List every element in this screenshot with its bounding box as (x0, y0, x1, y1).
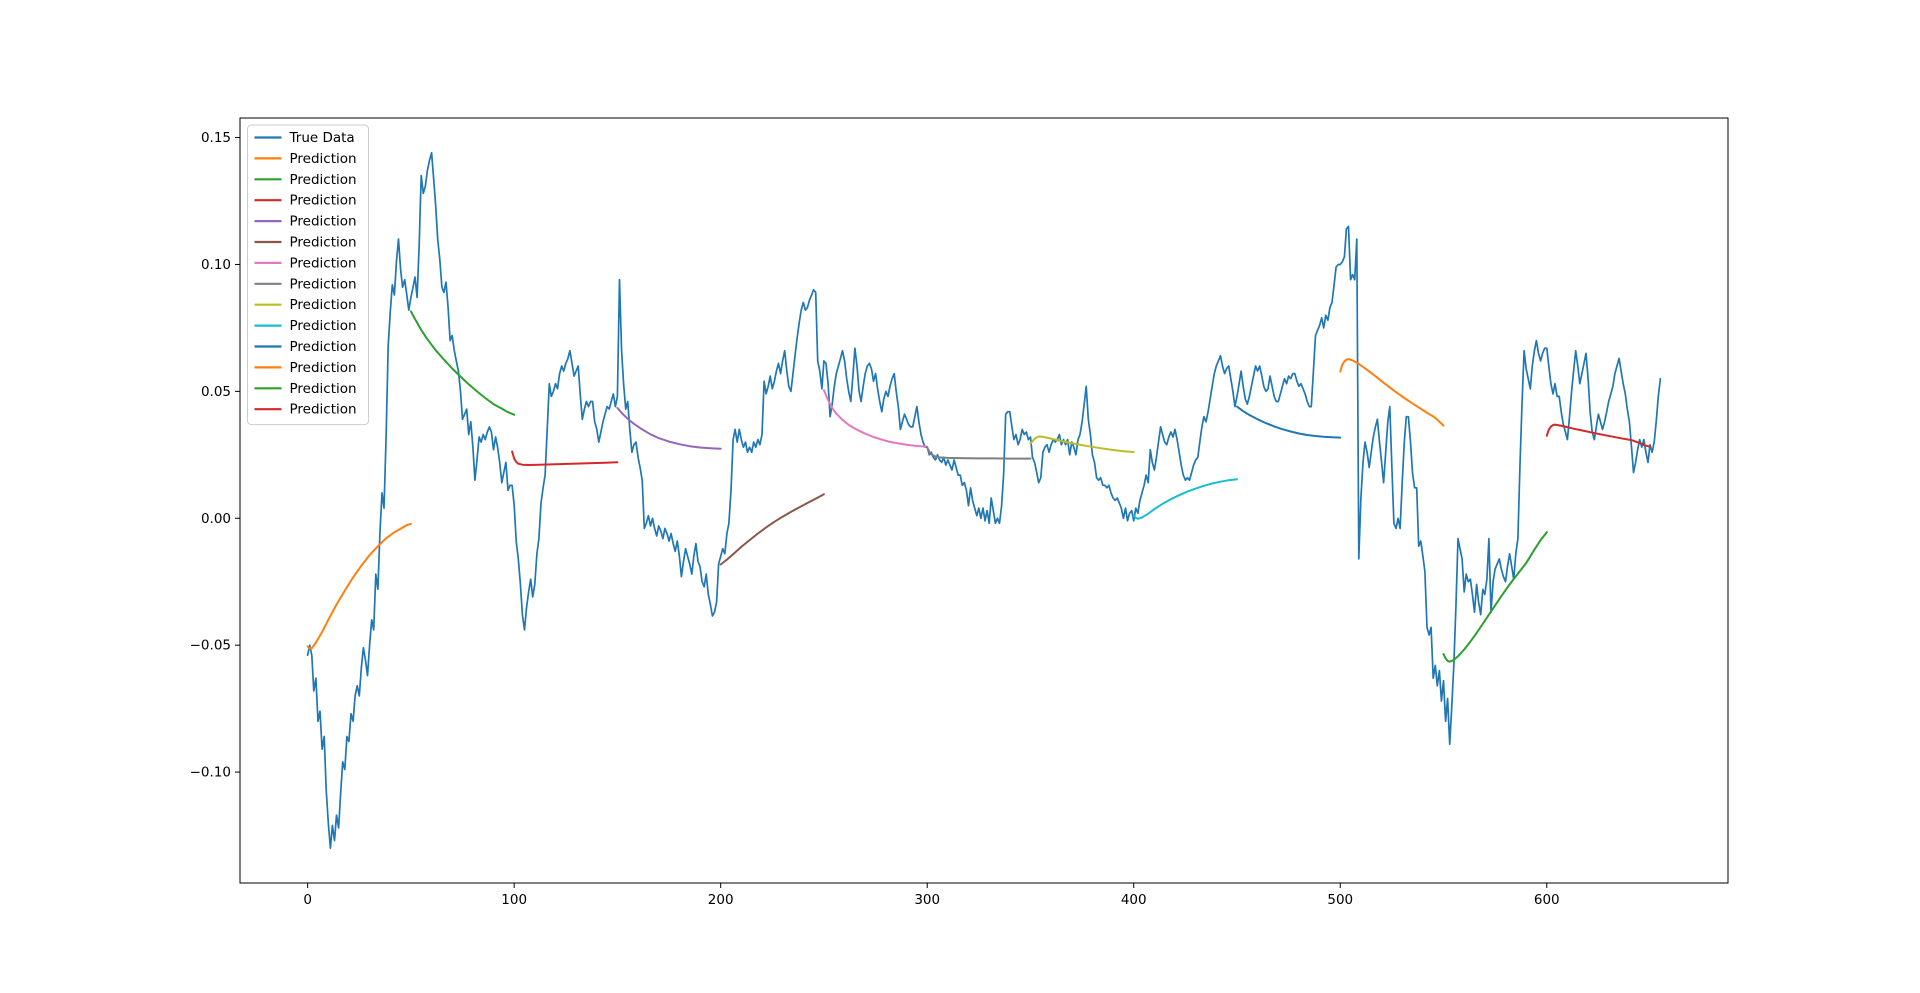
series-lines (306, 151, 1662, 850)
legend-entry: Prediction (254, 255, 357, 271)
legend-label: True Data (289, 130, 355, 146)
legend-label: Prediction (290, 360, 357, 376)
legend-entry: Prediction (254, 214, 357, 230)
legend-label: Prediction (290, 402, 357, 418)
legend-entry: Prediction (254, 151, 357, 167)
series-prediction-13 (1545, 423, 1651, 448)
y-axis-ticks: −0.10 −0.05 0.00 0.05 0.10 0.15 (190, 130, 240, 781)
series-prediction-9 (1132, 478, 1238, 520)
legend-label: Prediction (290, 339, 357, 355)
legend-entry: Prediction (254, 318, 357, 334)
series-prediction-4 (616, 406, 722, 450)
plot-frame (239, 117, 1729, 884)
series-prediction-6 (822, 389, 929, 448)
series-prediction-10 (1236, 405, 1342, 439)
legend-label: Prediction (290, 381, 357, 397)
y-tick-label: −0.05 (190, 638, 231, 654)
legend-entry: Prediction (254, 381, 357, 397)
series-prediction-8 (1029, 435, 1135, 453)
y-tick-label: 0.10 (201, 257, 231, 273)
legend-label: Prediction (290, 151, 357, 167)
x-axis-ticks: 0 100 200 300 400 500 600 (303, 883, 1560, 908)
y-tick-label: −0.10 (190, 765, 231, 781)
legend-entry: True Data (254, 130, 355, 146)
series-prediction-7 (926, 446, 1032, 460)
x-tick-label: 200 (708, 892, 734, 908)
legend-label: Prediction (290, 318, 357, 334)
legend-entry: Prediction (254, 276, 357, 292)
legend-label: Prediction (290, 172, 357, 188)
legend-entry: Prediction (254, 360, 357, 376)
x-tick-label: 0 (303, 892, 312, 908)
legend-entry: Prediction (254, 297, 357, 313)
legend-entry: Prediction (254, 339, 357, 355)
series-prediction-12 (1442, 531, 1548, 663)
series-prediction-2 (409, 310, 516, 416)
legend-label: Prediction (290, 235, 357, 251)
legend-entry: Prediction (254, 172, 357, 188)
legend-entry: Prediction (254, 193, 357, 209)
legend: True Data Prediction Prediction Prediction P… (247, 124, 369, 426)
legend-box (247, 124, 369, 426)
x-tick-label: 400 (1121, 892, 1147, 908)
legend-label: Prediction (290, 193, 357, 209)
legend-label: Prediction (290, 276, 357, 292)
legend-label: Prediction (290, 214, 357, 230)
series-prediction-3 (511, 450, 619, 466)
legend-entry: Prediction (254, 402, 357, 418)
x-tick-label: 300 (914, 892, 940, 908)
legend-entry: Prediction (254, 235, 357, 251)
x-tick-label: 100 (501, 892, 527, 908)
legend-label: Prediction (290, 255, 357, 271)
x-tick-label: 600 (1534, 892, 1560, 908)
legend-label: Prediction (290, 297, 357, 313)
series-prediction-1 (306, 522, 412, 650)
series-true-data (306, 151, 1662, 850)
series-prediction-11 (1339, 358, 1445, 427)
x-tick-label: 500 (1327, 892, 1353, 908)
series-prediction-5 (719, 493, 825, 566)
y-tick-label: 0.15 (201, 130, 231, 146)
y-tick-label: 0.05 (201, 384, 231, 400)
y-tick-label: 0.00 (201, 511, 231, 527)
